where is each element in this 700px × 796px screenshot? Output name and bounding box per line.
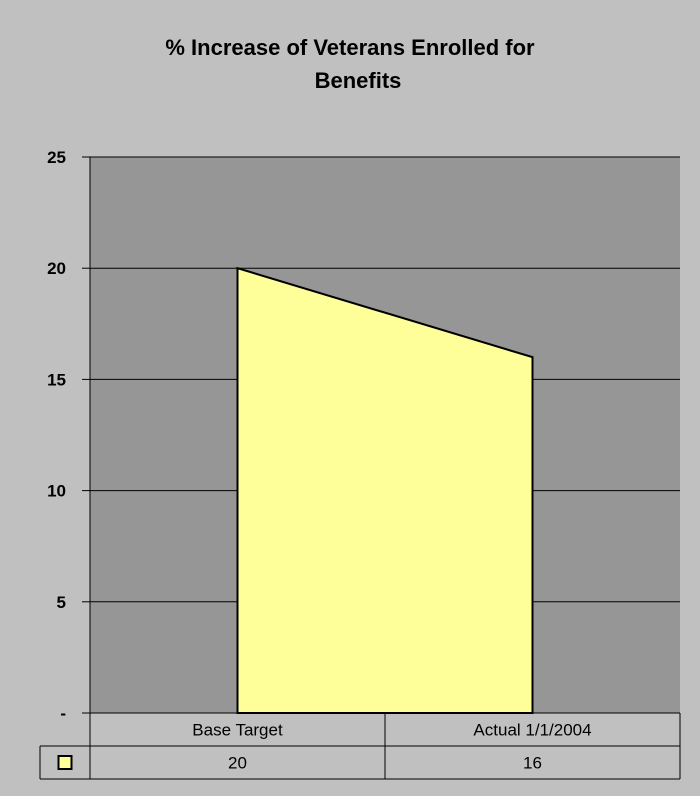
y-tick-label-0: - — [60, 704, 66, 723]
data-table-value-1: 16 — [523, 754, 542, 773]
legend-key-swatch — [57, 755, 73, 770]
y-axis-tick-labels: - 5 10 15 20 25 — [47, 148, 66, 723]
y-tick-label-15: 15 — [47, 370, 66, 389]
chart-title-line-2: Benefits — [315, 68, 402, 93]
data-table: Base Target Actual 1/1/2004 20 16 — [39, 712, 681, 780]
y-axis-ticks — [82, 156, 90, 714]
x-category-label-1: Actual 1/1/2004 — [473, 721, 591, 740]
y-tick-label-20: 20 — [47, 259, 66, 278]
data-table-value-0: 20 — [228, 754, 247, 773]
y-tick-label-10: 10 — [47, 482, 66, 501]
x-category-label-0: Base Target — [192, 721, 283, 740]
y-tick-label-25: 25 — [47, 148, 66, 167]
y-tick-label-5: 5 — [57, 593, 66, 612]
chart-title-line-1: % Increase of Veterans Enrolled for — [165, 35, 535, 60]
